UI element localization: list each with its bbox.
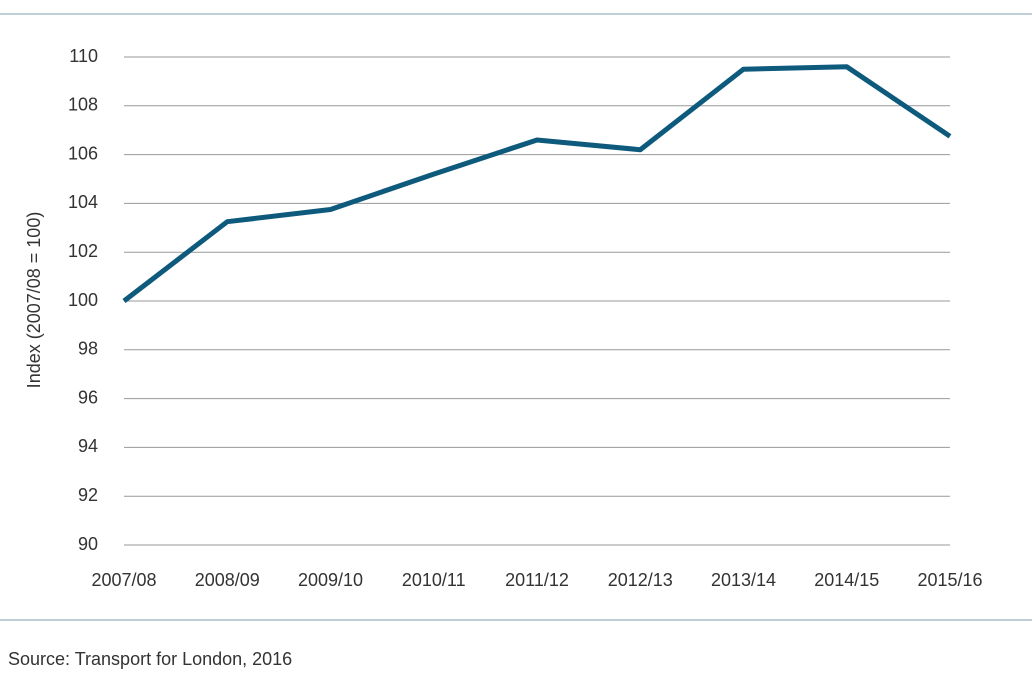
x-tick-label: 2010/11 [402, 570, 466, 590]
x-tick-label: 2014/15 [814, 570, 879, 590]
x-tick-label: 2009/10 [298, 570, 363, 590]
y-tick-label: 98 [78, 339, 98, 359]
x-tick-label: 2015/16 [917, 570, 982, 590]
y-tick-label: 92 [78, 485, 98, 505]
y-tick-label: 104 [68, 192, 98, 212]
x-tick-label: 2008/09 [195, 570, 260, 590]
x-tick-label: 2012/13 [608, 570, 673, 590]
source-note: Source: Transport for London, 2016 [8, 649, 292, 669]
y-tick-label: 94 [78, 436, 98, 456]
y-tick-label: 108 [68, 95, 98, 115]
y-tick-label: 106 [68, 143, 98, 163]
x-tick-label: 2007/08 [91, 570, 156, 590]
x-tick-label: 2011/12 [505, 570, 569, 590]
x-tick-label: 2013/14 [711, 570, 776, 590]
y-tick-label: 110 [69, 46, 98, 66]
y-axis-label: Index (2007/08 = 100) [24, 212, 44, 389]
y-tick-label: 102 [68, 241, 98, 261]
series-line [122, 64, 952, 303]
y-tick-label: 96 [78, 387, 98, 407]
y-tick-label: 100 [68, 290, 98, 310]
y-tick-label: 90 [78, 534, 98, 554]
